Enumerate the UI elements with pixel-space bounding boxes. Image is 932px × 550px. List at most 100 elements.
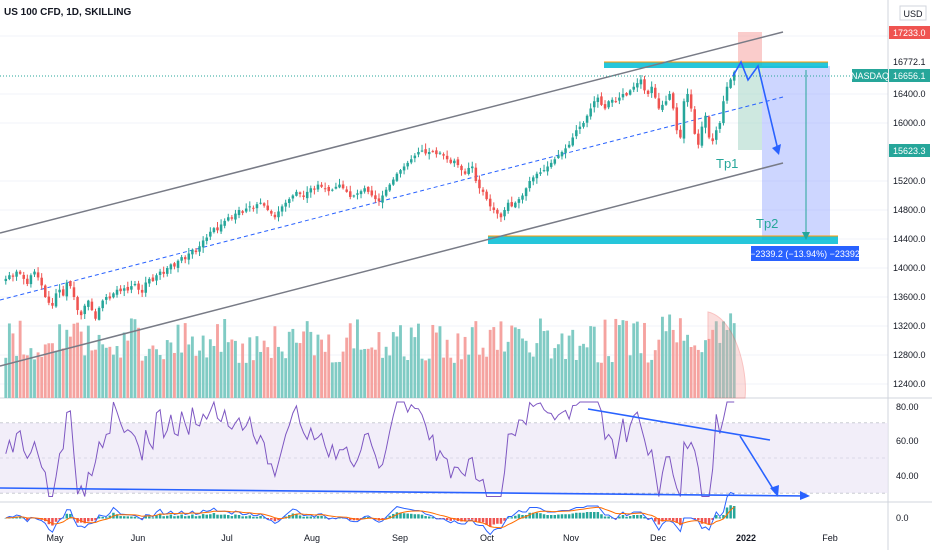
candle-body (212, 228, 216, 233)
volume-bar (61, 348, 65, 398)
macd-histogram-bar (582, 512, 585, 519)
candle-body (126, 286, 130, 291)
volume-bar (424, 360, 428, 398)
candle-body (334, 186, 338, 189)
macd-histogram-bar (108, 515, 112, 519)
symbol-header: US 100 CFD, 1D, SKILLING (4, 7, 131, 18)
candle-body (137, 283, 140, 290)
volume-bar (574, 359, 578, 398)
price-tag-label: 15623.3 (893, 146, 926, 156)
volume-bar (556, 344, 560, 398)
candle-body (94, 311, 97, 319)
candle-body (732, 72, 736, 81)
candle-body (700, 126, 704, 146)
candle-body (621, 94, 625, 98)
candle-body (485, 191, 488, 200)
macd-histogram-bar (514, 515, 517, 519)
candle-body (643, 79, 646, 91)
macd-histogram-bar (488, 518, 492, 527)
volume-bar (363, 348, 367, 398)
macd-histogram-bar (148, 516, 151, 519)
volume-bar (237, 362, 241, 398)
volume-bar (162, 359, 166, 398)
volume-bar (478, 354, 481, 398)
volume-bar (664, 331, 668, 398)
volume-bar (524, 340, 528, 398)
macd-histogram-bar (553, 515, 557, 519)
candle-body (26, 278, 29, 284)
candle-body (427, 152, 431, 155)
candle-body (614, 101, 618, 103)
volume-bar (700, 352, 704, 398)
candle-body (402, 166, 406, 171)
volume-bar (370, 347, 374, 398)
candle-body (8, 275, 11, 280)
rsi-tick-label: 80.00 (896, 402, 919, 412)
rsi-projection-arrowhead (770, 485, 779, 497)
time-tick-label: Aug (304, 533, 320, 543)
candle-body (252, 207, 255, 209)
volume-bar (259, 351, 262, 398)
macd-histogram-bar (359, 518, 363, 520)
candle-body (715, 130, 718, 140)
candle-body (54, 293, 58, 307)
volume-bar (571, 329, 575, 398)
price-tick-label: 14800.0 (893, 205, 926, 215)
macd-histogram-bar (610, 517, 614, 519)
rsi-support-arrowhead (800, 491, 810, 500)
volume-bar (122, 332, 126, 398)
candle-body (83, 305, 86, 315)
candle-body (302, 195, 305, 197)
candle-body (97, 307, 101, 320)
price-axis: 17200.016400.016000.015200.014800.014400… (893, 31, 926, 389)
volume-bar (356, 319, 359, 398)
volume-bar (327, 334, 331, 398)
candle-body (646, 90, 650, 94)
tp2-label: Tp2 (756, 216, 778, 231)
macd-histogram-bar (122, 516, 126, 519)
macd-histogram-bar (266, 518, 269, 520)
macd-histogram-bar (338, 517, 341, 519)
currency-badge[interactable]: USD (903, 9, 923, 19)
currency-badge-bg[interactable] (899, 5, 927, 21)
macd-histogram-bar (115, 514, 119, 519)
candle-body (417, 152, 420, 155)
candle-body (381, 195, 384, 203)
channel-midline (0, 96, 784, 301)
candle-body (15, 271, 18, 277)
volume-bar (617, 325, 621, 398)
volume-bar (305, 321, 309, 398)
macd-histogram-bar (725, 507, 729, 519)
volume-bar (255, 336, 259, 398)
volume-bar (40, 356, 44, 398)
macd-histogram-bar (201, 514, 205, 519)
candle-body (259, 202, 262, 204)
candle-body (671, 93, 675, 109)
candle-body (650, 86, 653, 94)
volume-bar (521, 338, 524, 398)
candle-body (506, 202, 510, 211)
candle-body (359, 191, 363, 195)
volume-bar (129, 318, 133, 398)
volume-bar (460, 359, 463, 398)
volume-bar (133, 319, 137, 398)
volume-bar (373, 349, 377, 398)
candle-body (467, 167, 470, 174)
volume-bar (438, 326, 442, 398)
volume-bar (25, 355, 29, 398)
volume-bar (277, 346, 280, 398)
candle-body (29, 275, 33, 285)
price-tag-bg (889, 69, 930, 82)
rsi-line (5, 400, 735, 497)
volume-bar (445, 339, 449, 398)
candle-body (65, 282, 69, 297)
measure-arrowhead (802, 232, 810, 240)
candle-body (639, 79, 643, 85)
volume-bar (320, 339, 323, 398)
candle-body (273, 214, 277, 218)
volume-bar (352, 348, 356, 398)
candle-body (327, 186, 330, 192)
volume-bar (269, 357, 273, 398)
macd-histogram-bar (474, 518, 478, 522)
